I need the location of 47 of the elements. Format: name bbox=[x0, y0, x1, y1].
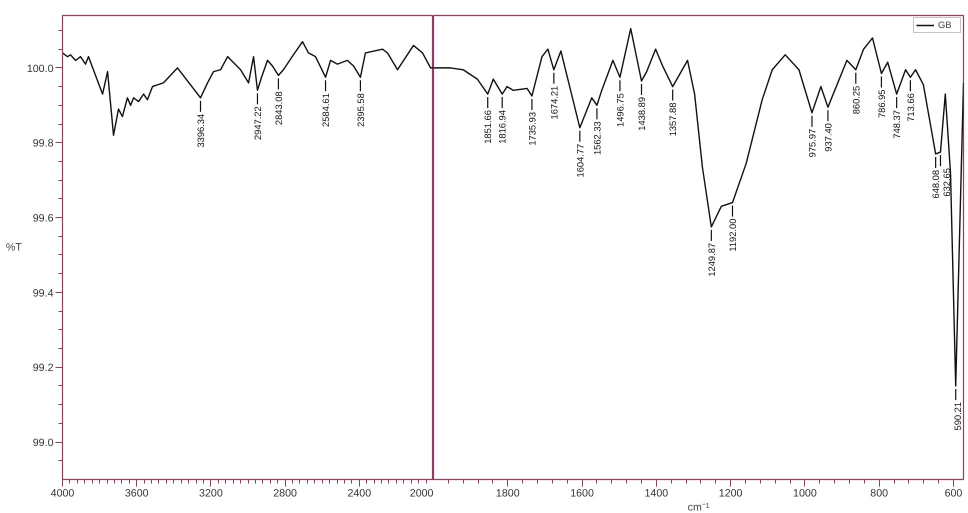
x-tick-label: 1200 bbox=[718, 488, 743, 500]
annotation: 1735.93 bbox=[527, 112, 538, 146]
annotation: 1249.87 bbox=[706, 242, 717, 277]
annotation: 975.97 bbox=[807, 128, 818, 158]
x-tick-label: 1800 bbox=[496, 488, 520, 500]
y-tick-label: 99.4 bbox=[32, 287, 54, 300]
annotation: 632.65 bbox=[942, 168, 952, 197]
x-axis-title: cm⁻¹ bbox=[688, 502, 710, 513]
annotation: 2395.58 bbox=[356, 93, 366, 127]
x-tick-label: 3200 bbox=[199, 488, 223, 500]
annotation: 748.37 bbox=[892, 110, 902, 139]
annotation: 1438.89 bbox=[636, 96, 647, 131]
annotation: 1357.88 bbox=[668, 102, 678, 136]
annotation: 1496.75 bbox=[615, 93, 626, 127]
legend-label: GB bbox=[938, 20, 952, 30]
x-tick-label: 2800 bbox=[273, 488, 298, 500]
x-tick-label: 600 bbox=[944, 488, 962, 500]
y-tick-label: 99.2 bbox=[32, 362, 54, 374]
annotation: 2584.61 bbox=[321, 93, 332, 127]
annotation: 786.95 bbox=[876, 90, 887, 118]
x-tick-label: 1600 bbox=[570, 488, 594, 500]
annotation: 2947.22 bbox=[252, 106, 263, 140]
annotation: 1674.21 bbox=[549, 86, 560, 120]
x-tick-label: 800 bbox=[870, 488, 888, 500]
annotation: 648.08 bbox=[931, 170, 942, 198]
x-tick-label: 3600 bbox=[124, 488, 149, 500]
x-tick-label: 2400 bbox=[347, 488, 372, 500]
annotation: 590.21 bbox=[953, 402, 964, 430]
y-tick-label: 99.8 bbox=[32, 138, 54, 150]
annotation: 937.40 bbox=[823, 123, 834, 152]
annotation: 1562.33 bbox=[592, 121, 602, 156]
annotation: 1192.00 bbox=[728, 218, 738, 252]
annotation: 3396.34 bbox=[196, 114, 206, 148]
annotation: 1851.66 bbox=[483, 110, 494, 144]
x-tick-label: 1400 bbox=[644, 488, 668, 500]
y-tick-label: 100.0 bbox=[26, 62, 54, 75]
x-tick-label: 1000 bbox=[793, 488, 817, 500]
x-tick-label: 2000 bbox=[410, 488, 434, 500]
annotation: 1816.94 bbox=[498, 110, 508, 144]
x-tick-label: 4000 bbox=[50, 488, 74, 500]
y-axis-title: %T bbox=[6, 242, 22, 254]
y-tick-label: 99.0 bbox=[32, 437, 54, 450]
annotation: 860.25 bbox=[851, 86, 862, 114]
annotation: 1604.77 bbox=[575, 144, 586, 178]
annotation: 713.66 bbox=[906, 93, 916, 122]
y-tick-label: 99.6 bbox=[32, 212, 54, 225]
annotation: 2843.08 bbox=[274, 91, 284, 126]
